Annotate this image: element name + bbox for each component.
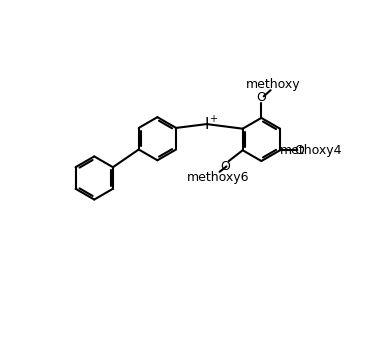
Text: O: O [294,144,304,157]
Text: I: I [205,117,209,132]
Text: methoxy4: methoxy4 [280,144,342,157]
Text: methoxy6: methoxy6 [187,172,249,184]
Text: +: + [209,115,217,124]
Text: O: O [256,91,266,104]
Text: methoxy: methoxy [246,77,301,91]
Text: O: O [220,160,230,173]
